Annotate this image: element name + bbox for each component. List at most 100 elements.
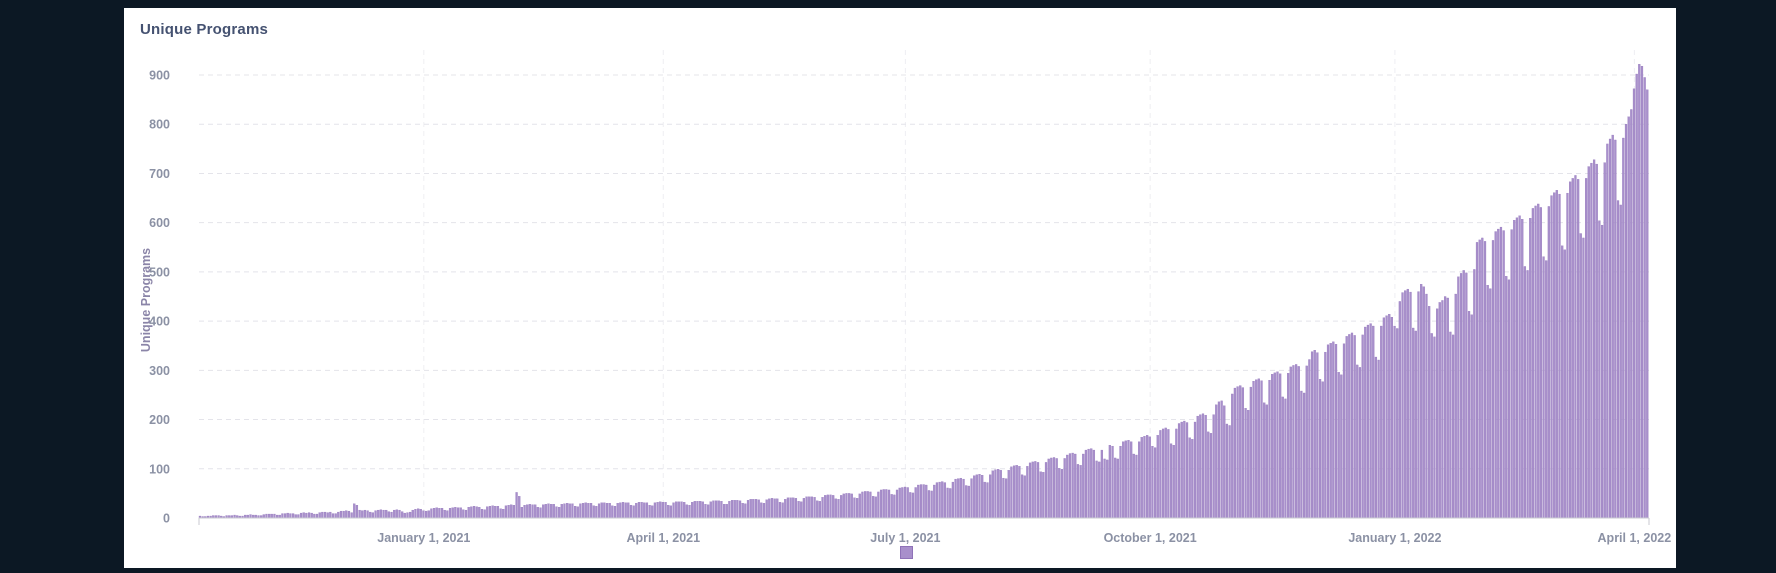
bar[interactable] [893, 494, 896, 519]
bar[interactable] [1454, 293, 1457, 519]
bar[interactable] [1385, 315, 1388, 519]
bar[interactable] [951, 481, 955, 519]
bar[interactable] [1443, 296, 1447, 519]
bar[interactable] [374, 510, 377, 519]
bar[interactable] [1183, 420, 1186, 519]
bar[interactable] [419, 508, 422, 519]
bar[interactable] [1366, 324, 1370, 519]
bar[interactable] [387, 511, 390, 519]
bar[interactable] [1329, 343, 1332, 519]
bar[interactable] [385, 509, 388, 519]
bar[interactable] [861, 491, 864, 519]
bar[interactable] [669, 505, 672, 519]
bar[interactable] [683, 502, 686, 519]
bar[interactable] [451, 507, 454, 519]
bar[interactable] [762, 503, 766, 519]
bar[interactable] [1055, 458, 1058, 519]
bar[interactable] [1082, 453, 1085, 519]
bar[interactable] [1646, 89, 1649, 519]
bar[interactable] [1502, 230, 1505, 519]
bar[interactable] [991, 470, 994, 519]
bar[interactable] [701, 501, 704, 519]
bar[interactable] [1364, 326, 1367, 519]
bar[interactable] [1574, 175, 1577, 519]
bar[interactable] [1438, 302, 1441, 519]
bar[interactable] [744, 503, 747, 519]
bar[interactable] [986, 482, 989, 519]
bar[interactable] [1537, 203, 1540, 519]
bar[interactable] [1561, 245, 1564, 519]
bar[interactable] [291, 513, 295, 519]
bar[interactable] [1643, 77, 1646, 519]
bar[interactable] [1236, 386, 1239, 519]
bar[interactable] [1095, 460, 1098, 519]
bar[interactable] [1087, 448, 1090, 519]
bar[interactable] [486, 506, 489, 519]
bar[interactable] [411, 509, 414, 519]
bar[interactable] [1247, 410, 1250, 519]
bar[interactable] [1579, 233, 1582, 519]
bar[interactable] [1039, 471, 1042, 519]
bar[interactable] [829, 494, 832, 519]
bar[interactable] [262, 514, 265, 519]
bar[interactable] [464, 509, 468, 519]
bar[interactable] [299, 512, 303, 519]
bar[interactable] [523, 505, 526, 519]
bar[interactable] [1470, 314, 1473, 519]
bar[interactable] [1028, 462, 1032, 519]
bar[interactable] [773, 498, 776, 519]
bar[interactable] [1276, 371, 1279, 519]
legend-swatch[interactable] [900, 546, 913, 559]
bar[interactable] [1547, 206, 1550, 519]
bar[interactable] [653, 502, 657, 519]
bar[interactable] [704, 504, 707, 519]
bar[interactable] [853, 497, 856, 519]
bar[interactable] [1412, 327, 1415, 519]
bar[interactable] [526, 504, 529, 519]
bar[interactable] [635, 503, 638, 519]
bar[interactable] [1409, 291, 1412, 519]
bar[interactable] [289, 513, 292, 519]
bar[interactable] [685, 504, 688, 519]
bar[interactable] [1563, 249, 1566, 519]
bar[interactable] [366, 510, 369, 519]
bar[interactable] [903, 486, 907, 519]
bar[interactable] [1499, 226, 1503, 519]
bar[interactable] [715, 500, 718, 519]
bar[interactable] [661, 502, 665, 519]
bar[interactable] [957, 478, 960, 519]
bar[interactable] [1273, 372, 1276, 519]
bar[interactable] [887, 489, 891, 519]
bar[interactable] [1382, 317, 1386, 519]
bar[interactable] [800, 501, 803, 519]
bar[interactable] [1595, 163, 1598, 519]
bar[interactable] [281, 513, 284, 519]
bar[interactable] [848, 493, 851, 519]
bar[interactable] [1002, 477, 1005, 519]
bar[interactable] [1358, 367, 1362, 519]
bar[interactable] [459, 507, 462, 519]
bar[interactable] [560, 504, 563, 519]
bar[interactable] [1212, 414, 1215, 519]
bar[interactable] [720, 501, 723, 519]
bar[interactable] [1478, 239, 1481, 519]
bar[interactable] [1169, 443, 1173, 519]
bar[interactable] [1119, 445, 1122, 519]
bar[interactable] [816, 500, 819, 519]
bar[interactable] [832, 495, 835, 519]
bar[interactable] [1084, 449, 1088, 519]
bar[interactable] [1598, 220, 1601, 519]
bar[interactable] [1289, 366, 1292, 519]
bar[interactable] [637, 502, 641, 519]
bar[interactable] [353, 503, 356, 519]
bar[interactable] [417, 508, 420, 519]
bar[interactable] [1518, 215, 1521, 519]
bar[interactable] [1398, 301, 1401, 519]
bar[interactable] [510, 504, 513, 519]
bar[interactable] [1321, 381, 1324, 519]
bar[interactable] [518, 496, 521, 519]
bar[interactable] [667, 505, 670, 519]
bar[interactable] [749, 499, 752, 519]
bar[interactable] [651, 505, 654, 519]
bar[interactable] [712, 500, 715, 519]
